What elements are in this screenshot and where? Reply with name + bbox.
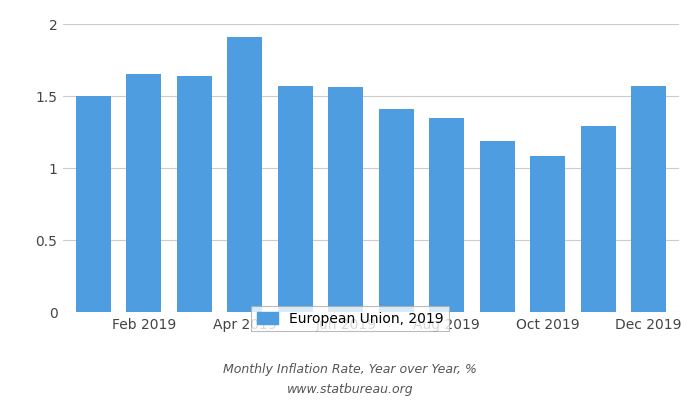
Bar <box>379 109 414 312</box>
Bar <box>176 76 212 312</box>
Bar <box>328 87 363 312</box>
Text: Monthly Inflation Rate, Year over Year, %: Monthly Inflation Rate, Year over Year, … <box>223 364 477 376</box>
Bar <box>126 74 162 312</box>
Bar <box>480 141 515 312</box>
Bar <box>278 86 313 312</box>
Bar <box>631 86 666 312</box>
Legend: European Union, 2019: European Union, 2019 <box>251 306 449 331</box>
Bar <box>429 118 464 312</box>
Bar <box>227 37 262 312</box>
Bar <box>76 96 111 312</box>
Bar <box>530 156 566 312</box>
Bar <box>580 126 616 312</box>
Text: www.statbureau.org: www.statbureau.org <box>287 384 413 396</box>
